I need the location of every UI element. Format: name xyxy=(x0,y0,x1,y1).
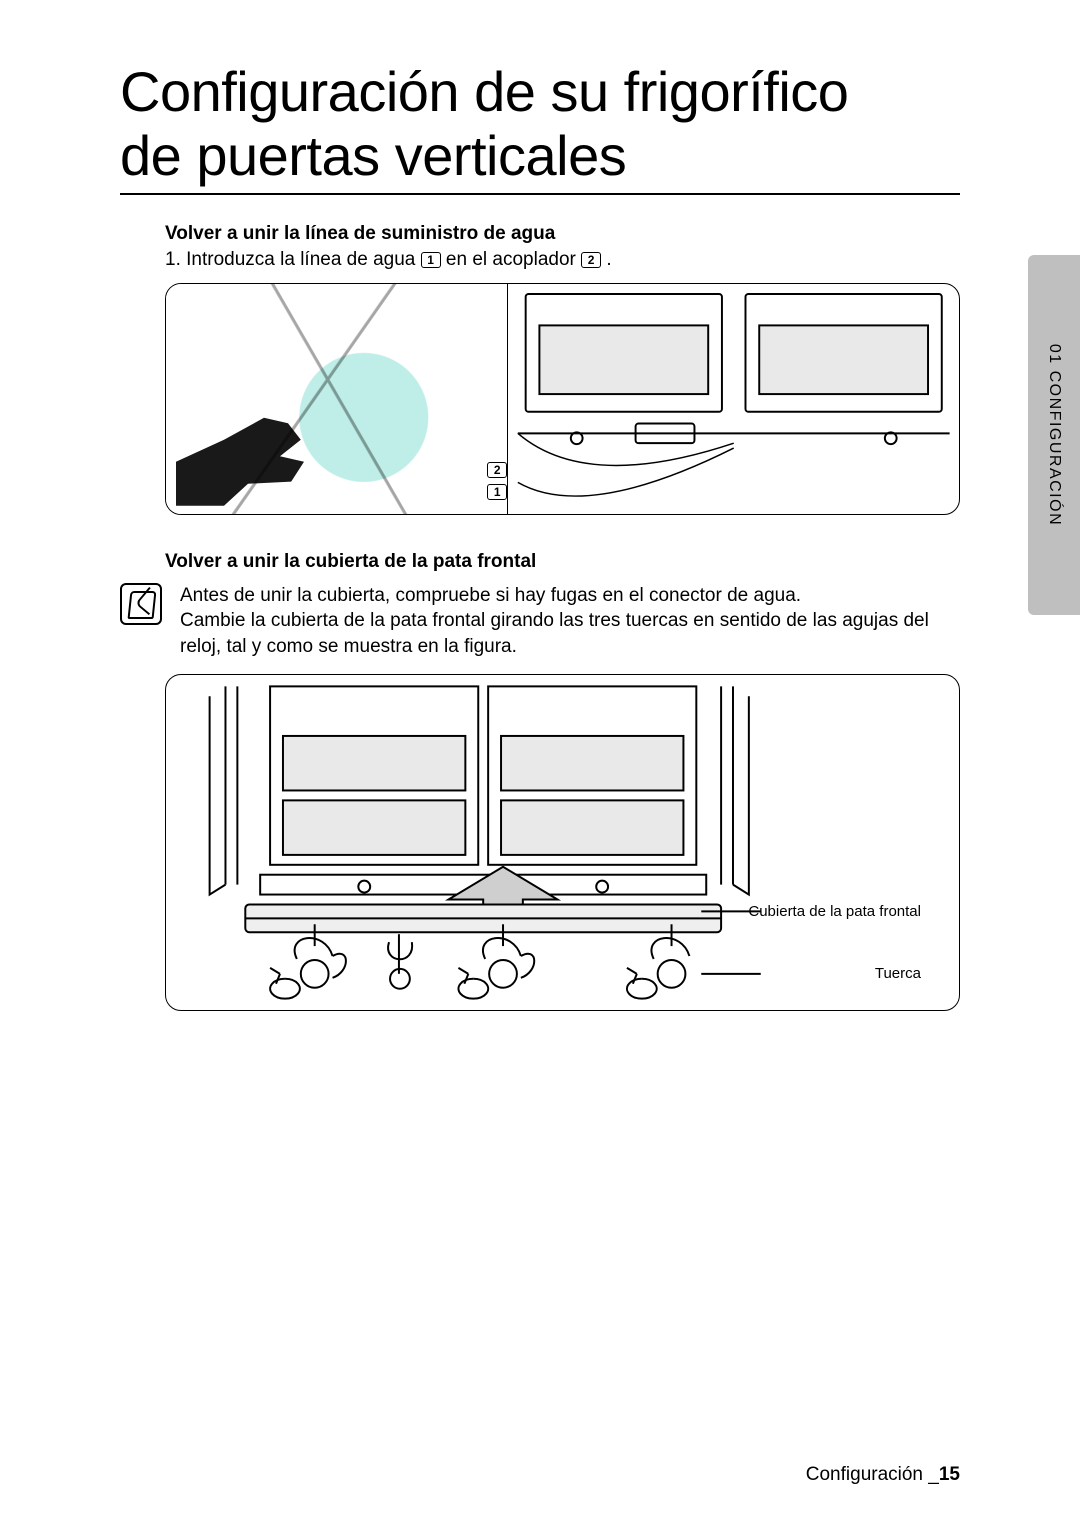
ref-1: 1 xyxy=(421,252,441,268)
section1-heading: Volver a unir la línea de suministro de … xyxy=(165,223,960,245)
fig2-callout-nut: Tuerca xyxy=(875,965,921,982)
note-row: Antes de unir la cubierta, compruebe si … xyxy=(120,583,960,660)
fridge-front-svg xyxy=(166,675,959,1010)
title-underline xyxy=(120,193,960,195)
step-text-a: 1. Introduzca la línea de agua xyxy=(165,249,421,270)
figure-1-wide xyxy=(508,284,959,514)
section-tab: 01 CONFIGURACIÓN xyxy=(1028,255,1080,615)
page: 01 CONFIGURACIÓN Configuración de su fri… xyxy=(0,0,1080,1530)
figure-1: 2 1 xyxy=(165,283,960,515)
fig2-callout-cover: Cubierta de la pata frontal xyxy=(748,903,921,920)
content: Volver a unir la línea de suministro de … xyxy=(165,223,960,1011)
footer-page-number: 15 xyxy=(939,1464,960,1485)
note-text: Antes de unir la cubierta, compruebe si … xyxy=(180,583,960,660)
section2-heading: Volver a unir la cubierta de la pata fro… xyxy=(165,551,960,573)
figure-2: Cubierta de la pata frontal Tuerca xyxy=(165,674,960,1011)
section1-step: 1. Introduzca la línea de agua 1 en el a… xyxy=(165,249,960,271)
figure-1-label-2: 2 xyxy=(487,462,507,478)
page-footer: Configuración _15 xyxy=(806,1464,960,1486)
note-icon xyxy=(120,583,162,625)
figure-1-label-1: 1 xyxy=(487,484,507,500)
page-title: Configuración de su frigorífico de puert… xyxy=(120,60,960,189)
hand-illustration xyxy=(176,396,336,506)
title-line-1: Configuración de su frigorífico xyxy=(120,60,848,123)
fridge-base-svg xyxy=(508,284,959,514)
step-text-c: . xyxy=(606,249,611,270)
step-text-b: en el acoplador xyxy=(446,249,581,270)
ref-2: 2 xyxy=(581,252,601,268)
section-tab-label: 01 CONFIGURACIÓN xyxy=(1045,344,1063,526)
footer-label: Configuración _ xyxy=(806,1464,939,1485)
title-line-2: de puertas verticales xyxy=(120,124,626,187)
figure-1-detail xyxy=(166,284,508,514)
figure-1-labels: 2 1 xyxy=(487,462,507,500)
